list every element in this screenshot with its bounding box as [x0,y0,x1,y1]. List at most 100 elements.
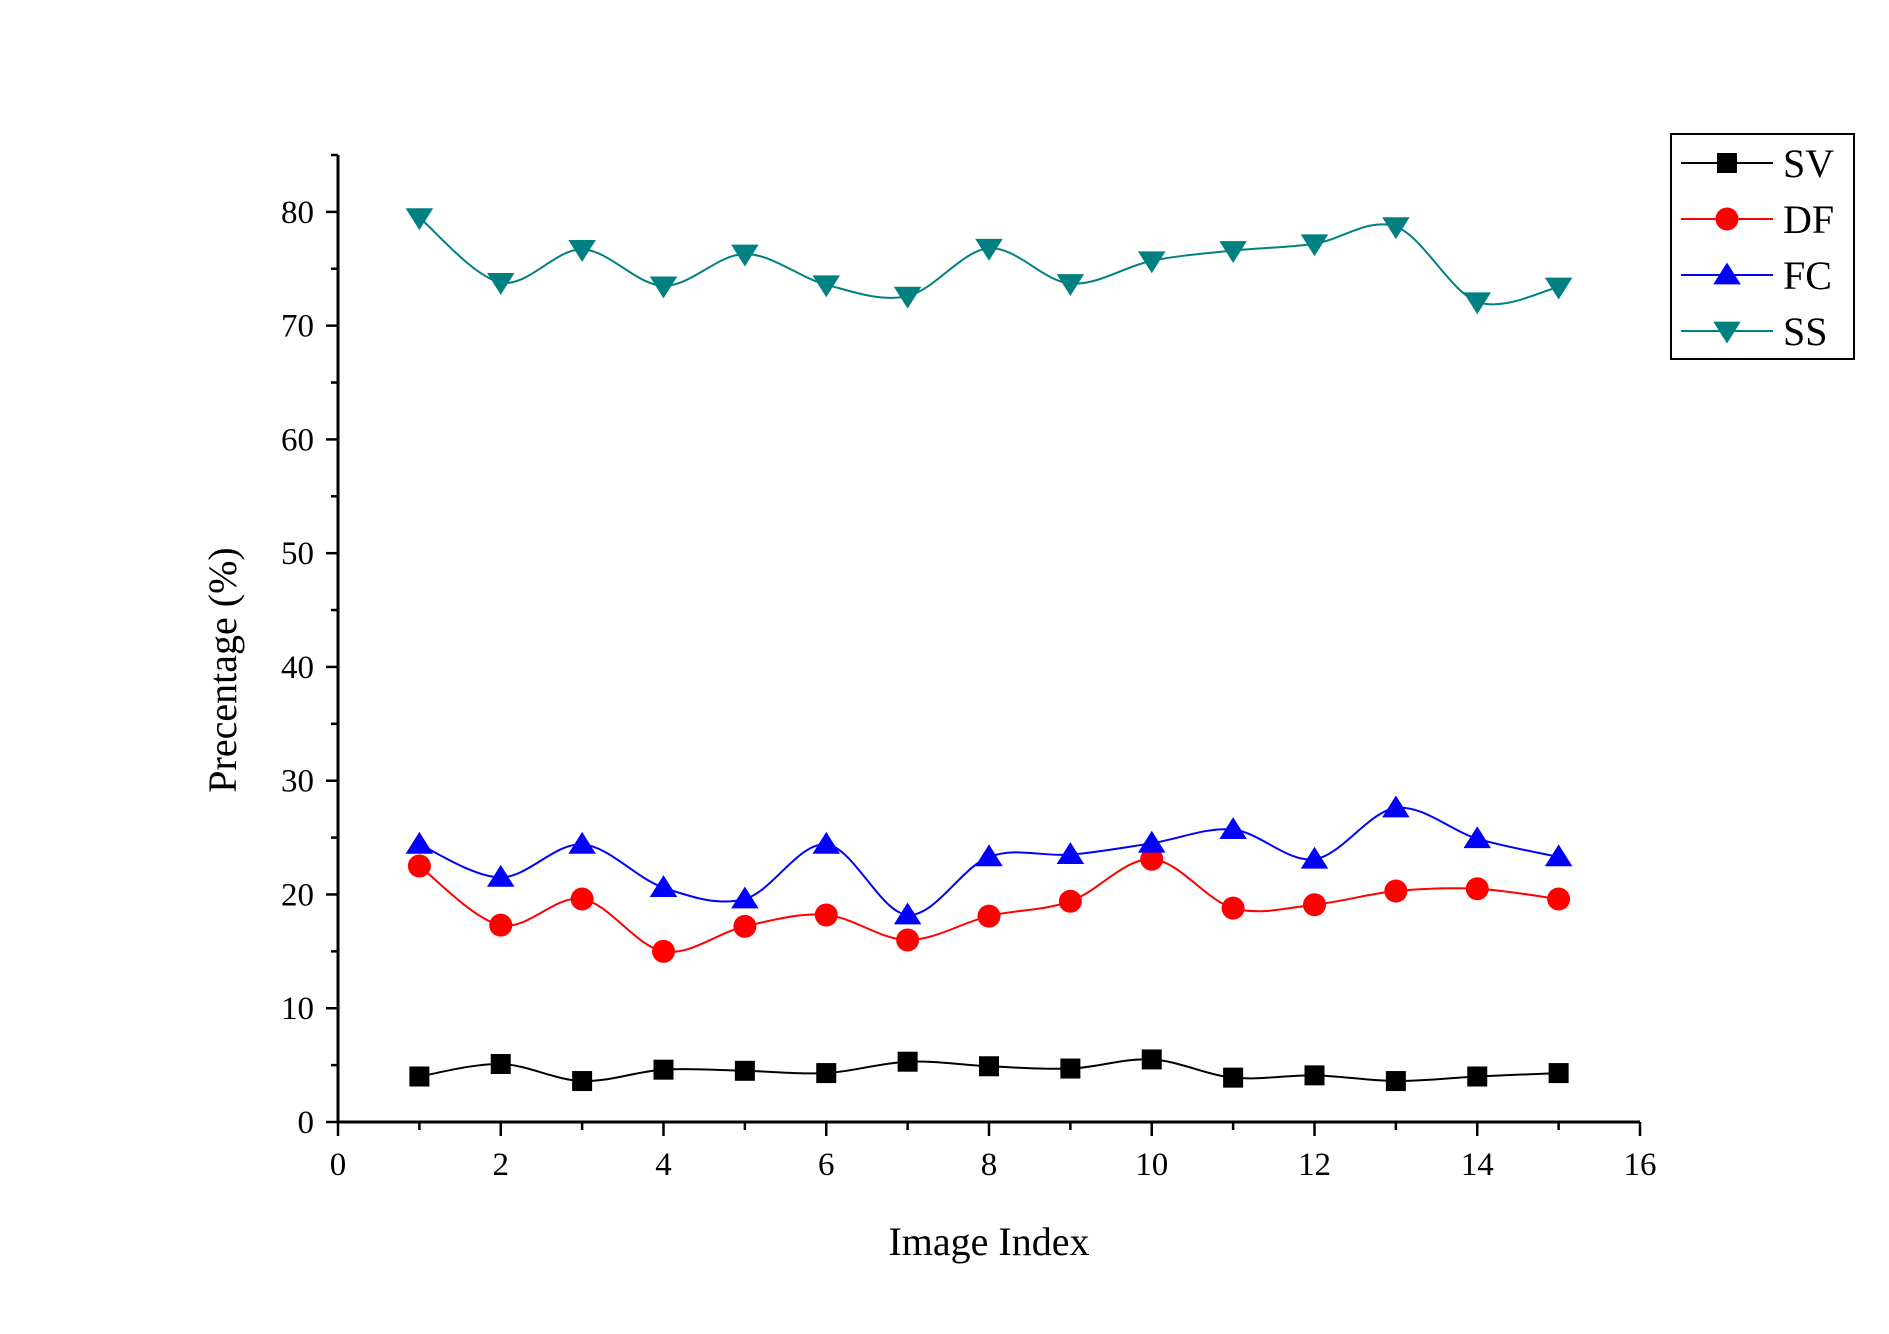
data-point-df [407,854,431,878]
data-point-df [489,913,513,937]
y-axis-title: Precentage (%) [200,547,245,792]
legend-marker [1717,153,1737,173]
legend-label: SS [1783,309,1828,354]
data-point-sv [490,1053,511,1074]
axes: 0 10 20 30 40 50 60 70 80 0 2 4 6 8 10 12 14 16 [281,153,1657,1183]
y-tick-label: 0 [298,1105,315,1141]
data-point-sv [1060,1058,1081,1079]
data-point-ss [1056,274,1085,297]
data-point-ss [568,240,596,262]
data-point-df [1465,877,1489,901]
data-point-sv [1548,1063,1569,1084]
data-point-sv [734,1060,755,1081]
data-point-sv [572,1071,593,1092]
data-point-fc [975,844,1003,867]
legend: SV DF FC SS [1670,133,1855,360]
x-tick-label: 0 [330,1147,347,1183]
data-point-df [1547,887,1571,911]
data-point-ss [975,238,1003,261]
data-point-sv [1223,1067,1244,1088]
x-axis-ticks: 0 2 4 6 8 10 12 14 16 [330,1122,1657,1183]
data-point-ss [1463,292,1491,315]
data-point-ss [893,286,922,309]
data-point-fc [405,831,434,854]
data-point-fc [487,864,515,887]
legend-label: FC [1783,253,1832,298]
data-point-ss [649,276,678,299]
data-point-fc [649,875,678,898]
data-point-df [977,904,1001,928]
data-point-ss [731,244,759,267]
data-point-sv [816,1063,837,1084]
data-point-fc [1300,846,1329,869]
x-axis-title: Image Index [888,1219,1089,1264]
data-point-ss [812,275,840,298]
legend-marker [1713,262,1741,285]
legend-item-df: DF [1681,197,1834,242]
legend-item-fc: FC [1681,253,1832,298]
data-point-df [652,939,675,963]
data-point-df [1221,896,1245,920]
series-ss [405,208,1573,315]
series-sv [409,1049,1569,1092]
data-point-df [1140,847,1164,871]
series-layer [405,208,1573,1092]
x-tick-label: 8 [981,1147,998,1183]
y-axis-ticks: 0 10 20 30 40 50 60 70 80 [281,153,338,1141]
x-tick-label: 2 [493,1147,510,1183]
data-point-fc [812,831,840,854]
data-point-ss [1300,234,1329,257]
data-point-df [570,887,594,911]
data-point-fc [1138,830,1166,853]
data-point-ss [1219,241,1247,264]
series-df [407,847,1571,963]
data-point-fc [893,902,922,925]
data-point-fc [1219,817,1247,839]
y-tick-label: 60 [281,422,314,458]
data-point-sv [1467,1066,1488,1087]
data-point-sv [653,1059,674,1080]
data-point-fc [1463,826,1491,849]
legend-label: SV [1783,141,1834,186]
data-point-sv [1141,1049,1162,1070]
data-point-fc [1056,842,1085,865]
x-tick-label: 6 [818,1147,835,1183]
data-point-df [814,903,838,927]
data-point-ss [487,273,515,295]
data-point-sv [1385,1071,1406,1092]
y-tick-label: 70 [281,309,314,345]
data-point-ss [1544,277,1573,300]
legend-item-ss: SS [1681,309,1828,354]
data-point-fc [1544,844,1573,867]
data-point-ss [405,208,434,231]
data-point-sv [1304,1065,1325,1086]
data-point-df [1303,893,1326,917]
y-tick-label: 50 [281,536,314,572]
data-point-ss [1138,251,1166,274]
x-tick-label: 14 [1461,1147,1494,1183]
x-tick-label: 16 [1624,1147,1657,1183]
x-tick-label: 10 [1135,1147,1168,1183]
series-fc [405,795,1573,925]
legend-marker [1713,321,1741,344]
y-tick-label: 10 [281,991,314,1027]
legend-box [1670,133,1855,360]
data-point-sv [979,1056,999,1077]
series-line-ss [418,216,1559,306]
y-tick-label: 20 [281,877,314,913]
data-point-sv [409,1066,430,1087]
data-point-sv [897,1051,918,1072]
data-point-fc [731,886,759,909]
data-point-df [1384,879,1408,903]
data-point-fc [568,831,596,854]
data-point-df [733,914,757,938]
data-point-df [1058,889,1082,913]
legend-item-sv: SV [1681,141,1834,186]
y-tick-label: 30 [281,764,314,800]
legend-label: DF [1783,197,1834,242]
data-point-df [896,928,920,952]
legend-marker [1715,207,1739,231]
x-tick-label: 12 [1298,1147,1331,1183]
x-tick-label: 4 [655,1147,672,1183]
